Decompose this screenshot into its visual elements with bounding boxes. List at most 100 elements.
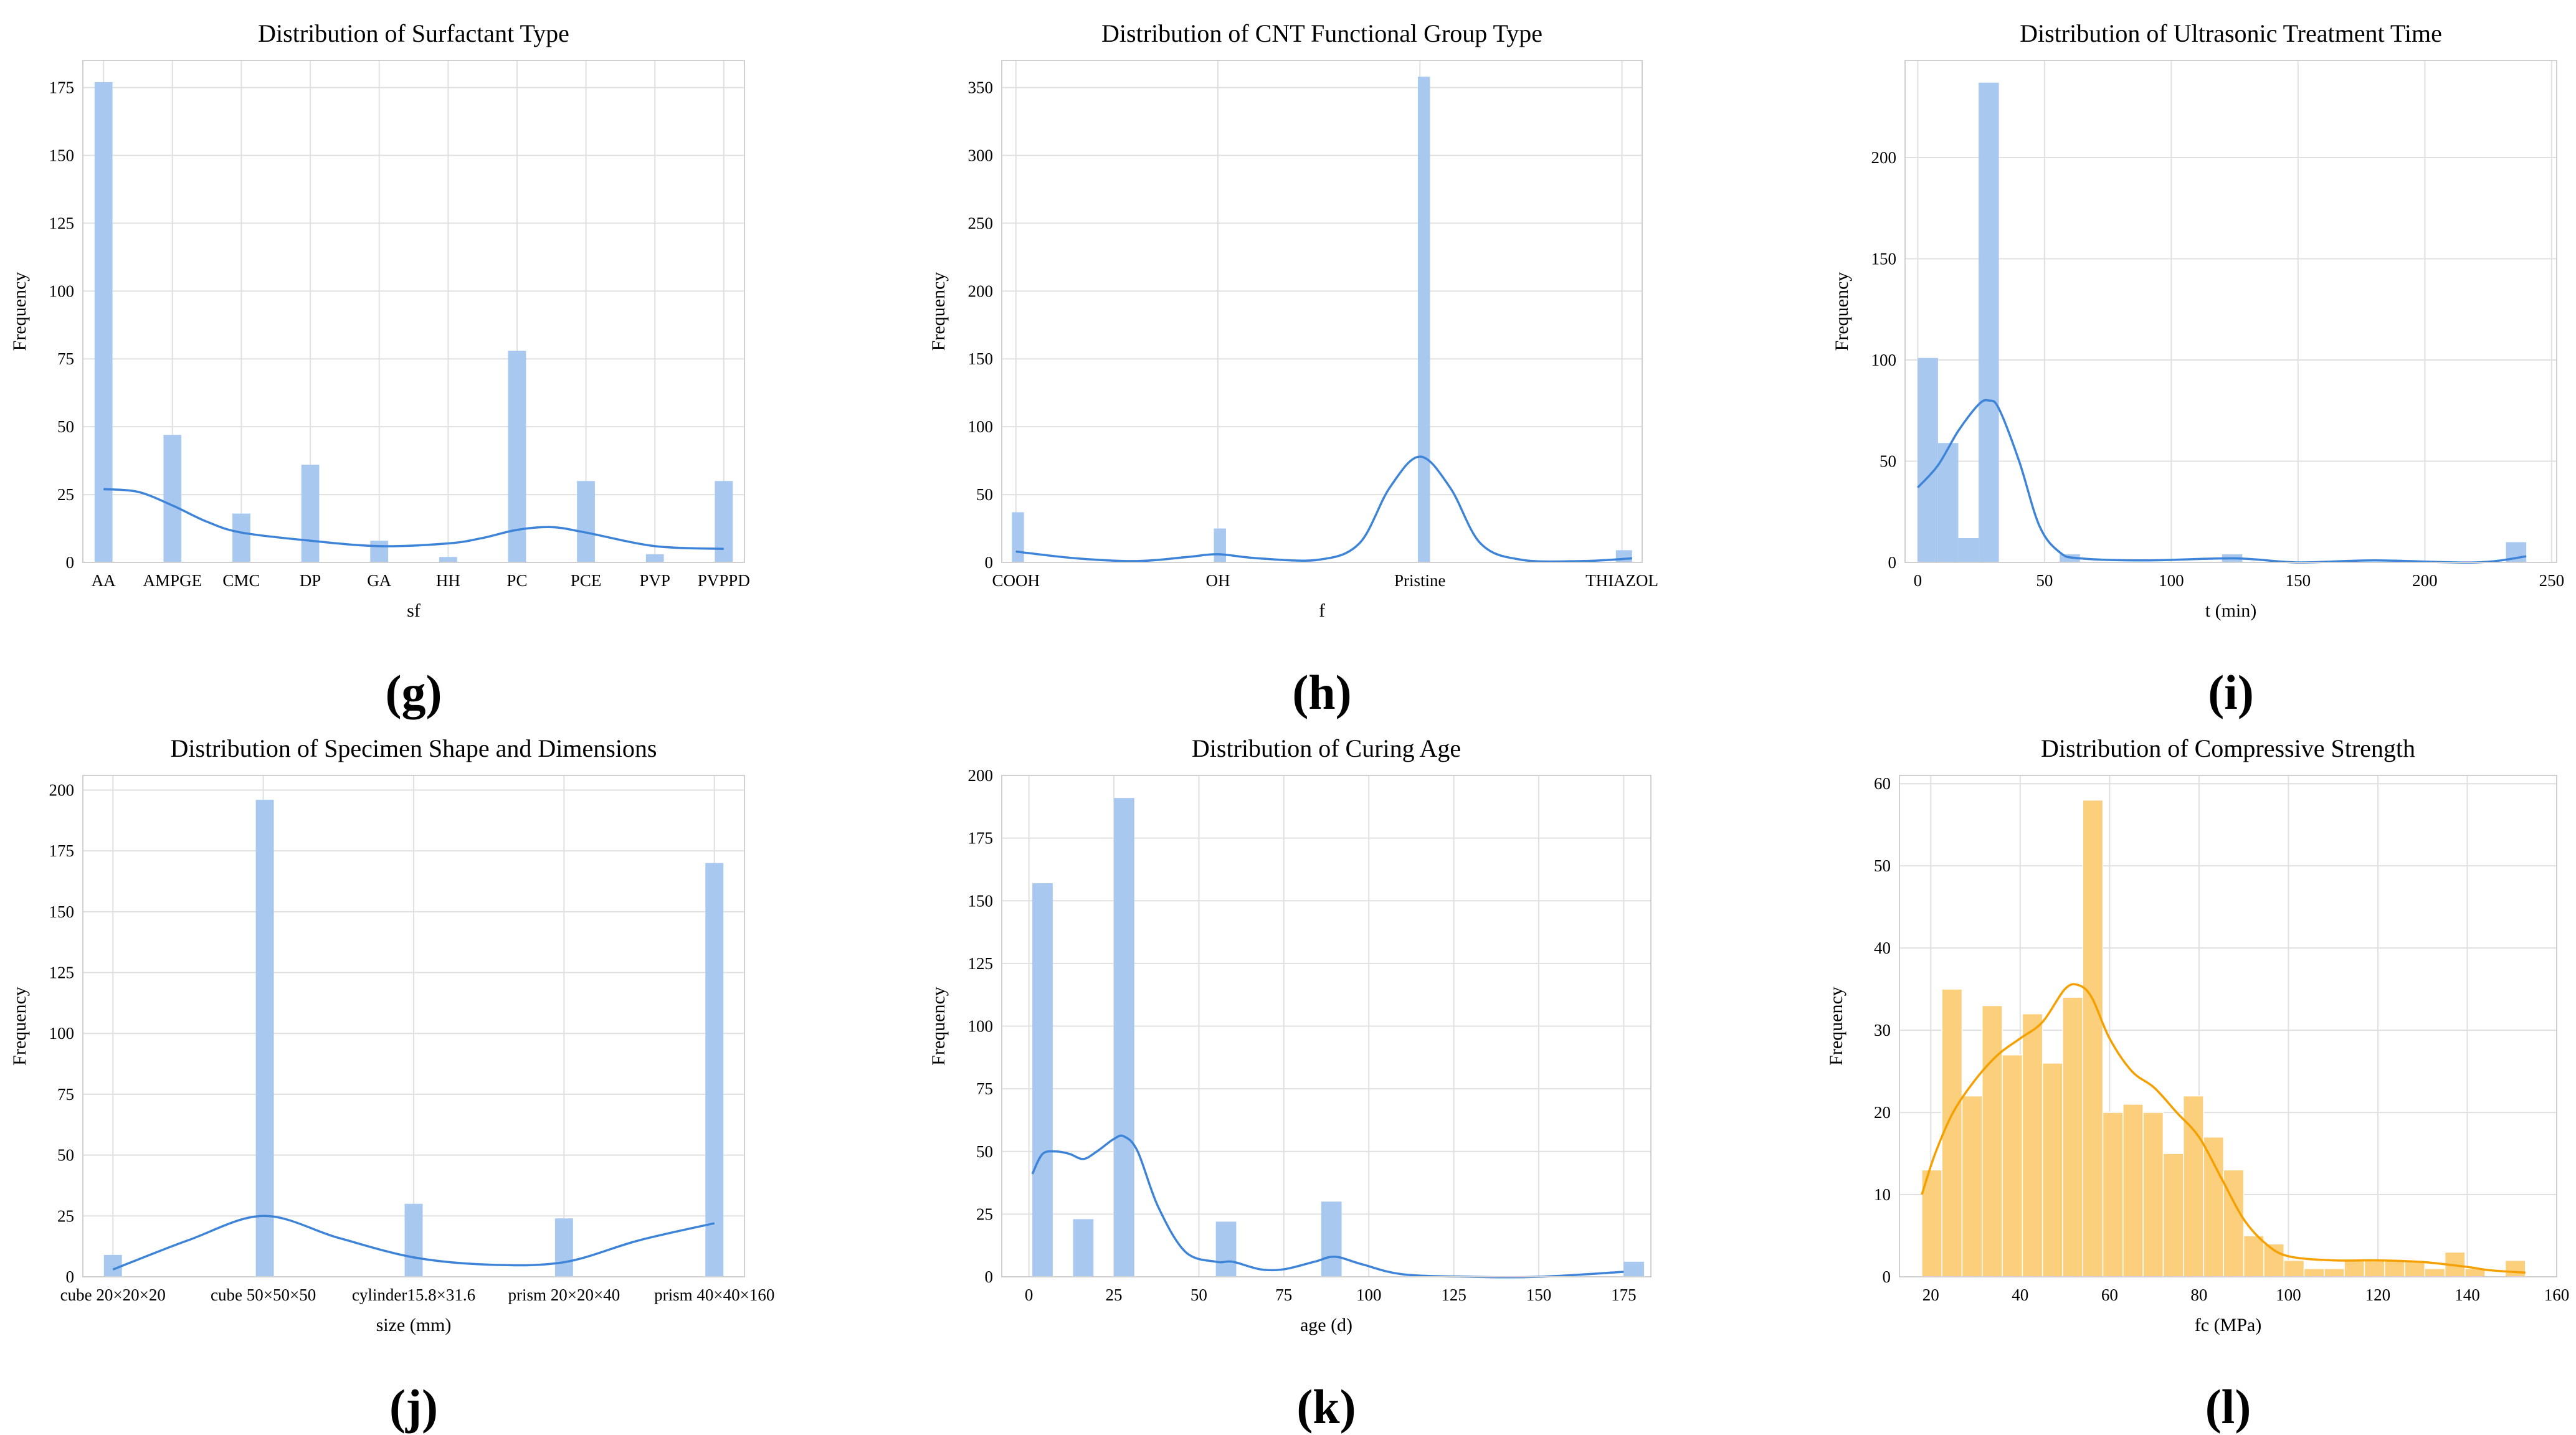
y-tick-label: 0 <box>985 553 994 572</box>
y-tick-label: 100 <box>49 282 75 300</box>
x-axis-label: size (mm) <box>376 1315 452 1335</box>
y-tick-label: 175 <box>49 78 75 97</box>
plot-frame <box>1904 60 2557 563</box>
bar <box>1214 528 1226 562</box>
y-tick-label: 75 <box>976 1079 993 1098</box>
y-tick-label: 50 <box>57 417 74 436</box>
chart-panel: 0 10 20 30 40 50 60 20 40 60 80 100 120 140 160 Distrib… <box>1826 734 2569 1434</box>
x-tick-label: 160 <box>2544 1286 2570 1304</box>
x-axis-label: t (min) <box>2205 600 2257 621</box>
x-tick-label: 20 <box>1922 1286 1939 1304</box>
bar <box>2122 1104 2144 1277</box>
x-tick-label: 140 <box>2455 1286 2480 1304</box>
panel-label: (g) <box>386 665 442 719</box>
kde-curve <box>1917 399 2527 564</box>
y-tick-label: 100 <box>968 1017 994 1036</box>
kde-curve <box>1031 1134 1624 1279</box>
x-tick-label: 100 <box>2159 571 2184 590</box>
y-tick-label: 75 <box>57 349 74 368</box>
x-tick-label: AA <box>92 571 116 590</box>
chart-title: Distribution of Compressive Strength <box>2041 734 2415 762</box>
plot-frame <box>82 775 745 1277</box>
x-tick-label: COOH <box>992 571 1040 590</box>
y-tick-label: 0 <box>66 553 75 572</box>
bar <box>1961 1095 1983 1277</box>
x-tick-label: PC <box>506 571 527 590</box>
y-tick-label: 0 <box>1883 1267 1891 1286</box>
y-tick-label: 50 <box>976 485 993 504</box>
bar <box>2041 1063 2063 1277</box>
y-tick-label: 175 <box>968 829 994 848</box>
x-axis-label: sf <box>407 600 421 621</box>
y-tick-label: 125 <box>49 964 75 982</box>
panel-label: (i) <box>2208 665 2254 719</box>
x-tick-label: GA <box>367 571 391 590</box>
y-tick-label: 0 <box>985 1267 994 1286</box>
x-tick-label: 120 <box>2365 1286 2391 1304</box>
y-tick-label: 150 <box>968 891 994 910</box>
x-axis-label: f <box>1319 600 1325 621</box>
panel-label: (h) <box>1292 665 1351 719</box>
kde-curve <box>103 488 724 550</box>
bar <box>1918 358 1938 562</box>
bar <box>1941 988 1963 1277</box>
bar <box>2504 1259 2526 1277</box>
y-tick-label: 50 <box>1874 856 1891 875</box>
x-tick-label: 200 <box>2412 571 2438 590</box>
y-tick-label: 175 <box>49 841 75 860</box>
bar <box>2424 1268 2446 1277</box>
y-tick-label: 60 <box>1874 774 1891 793</box>
bar <box>2182 1095 2204 1277</box>
bar <box>1114 798 1134 1277</box>
y-tick-label: 100 <box>49 1024 75 1043</box>
y-tick-label: 200 <box>968 282 994 300</box>
bar <box>2324 1268 2345 1277</box>
x-tick-label: 60 <box>2101 1286 2118 1304</box>
bar <box>2384 1259 2405 1277</box>
y-tick-label: 0 <box>1888 553 1897 572</box>
bar <box>163 435 182 562</box>
kde-curve <box>1921 983 2526 1274</box>
chart-title: Distribution of Surfactant Type <box>258 19 569 47</box>
bar <box>2364 1259 2385 1277</box>
chart-panel: 0 50 100 150 200 0 50 100 150 200 250 Distribution … <box>1832 19 2564 719</box>
x-tick-label: PVPPD <box>698 571 750 590</box>
y-axis-label: Frequency <box>928 272 949 351</box>
y-tick-label: 20 <box>1874 1103 1891 1122</box>
plot-frame <box>1001 60 1643 563</box>
x-tick-label: CMC <box>222 571 260 590</box>
plot-frame <box>82 60 745 563</box>
bar <box>715 481 733 562</box>
x-tick-label: 75 <box>1275 1286 1292 1304</box>
x-tick-label: 125 <box>1441 1286 1466 1304</box>
y-tick-label: 10 <box>1874 1185 1891 1204</box>
bar <box>1012 512 1024 562</box>
bar <box>508 351 526 562</box>
bar <box>370 541 389 562</box>
x-tick-label: PCE <box>571 571 602 590</box>
y-tick-label: 150 <box>49 146 75 164</box>
bar <box>2142 1112 2164 1277</box>
bar <box>439 557 457 562</box>
y-tick-label: 150 <box>968 349 994 368</box>
plot-frame <box>1899 775 2557 1277</box>
y-tick-label: 150 <box>49 902 75 921</box>
bar <box>2162 1153 2184 1277</box>
bar <box>1032 883 1053 1277</box>
chart-title: Distribution of CNT Functional Group Typ… <box>1101 19 1542 47</box>
bar <box>645 554 664 562</box>
y-tick-label: 125 <box>49 214 75 232</box>
bar <box>1321 1201 1342 1277</box>
bar <box>2303 1268 2325 1277</box>
x-tick-label: AMPGE <box>143 571 202 590</box>
y-tick-label: 50 <box>976 1142 993 1161</box>
bar <box>554 1218 573 1277</box>
y-tick-label: 25 <box>976 1205 993 1223</box>
y-tick-label: 25 <box>57 485 74 504</box>
x-axis-label: age (d) <box>1300 1315 1352 1335</box>
y-tick-label: 350 <box>968 78 994 97</box>
x-tick-label: 175 <box>1611 1286 1637 1304</box>
x-tick-label: THIAZOL <box>1585 571 1658 590</box>
chart-title: Distribution of Ultrasonic Treatment Tim… <box>2020 19 2442 47</box>
y-tick-label: 100 <box>1871 351 1897 369</box>
